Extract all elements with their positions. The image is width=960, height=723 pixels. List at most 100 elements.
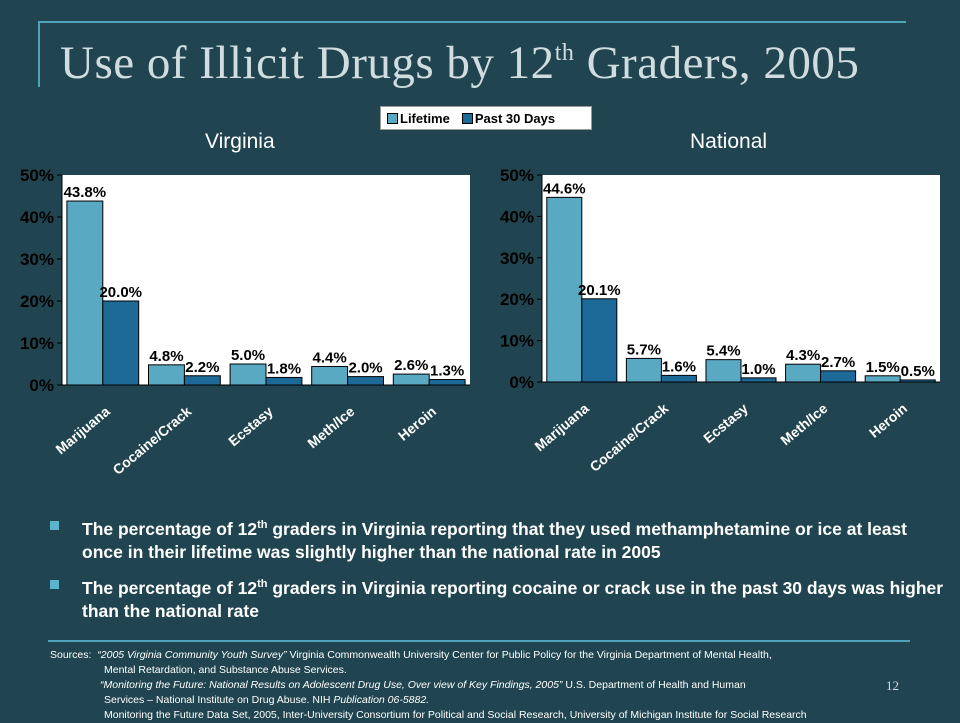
bar-past30	[265, 376, 303, 386]
sources-block: Sources: “2005 Virginia Community Youth …	[50, 648, 930, 723]
bar-past30	[660, 374, 697, 383]
bar-past30	[183, 375, 221, 386]
source-2-publication: Publication 06-5882.	[333, 694, 430, 706]
bullet-square-icon	[50, 579, 59, 589]
data-label: 2.6%	[394, 357, 428, 374]
bar-past30	[581, 298, 618, 383]
finding-text-sup: th	[257, 577, 268, 590]
data-label: 0.5%	[901, 363, 935, 380]
finding-item: The percentage of 12th graders in Virgin…	[50, 514, 950, 564]
source-2-cont: Services – National Institute on Drug Ab…	[104, 694, 334, 706]
data-label: 5.7%	[627, 341, 661, 358]
legend-item-lifetime: Lifetime	[387, 111, 450, 126]
bar-lifetime	[785, 363, 822, 383]
data-label: 20.1%	[578, 282, 621, 299]
bar-lifetime	[311, 366, 349, 386]
findings-list: The percentage of 12th graders in Virgin…	[50, 514, 950, 632]
legend-label-lifetime: Lifetime	[400, 110, 450, 126]
legend-swatch-lifetime	[387, 112, 398, 124]
y-tick-label: 10%	[20, 334, 54, 353]
legend-swatch-past30	[461, 112, 473, 124]
bar-lifetime	[66, 200, 104, 386]
page-number: 12	[886, 678, 899, 693]
data-label: 20.0%	[99, 284, 142, 301]
data-label: 4.3%	[786, 347, 820, 364]
legend-item-past30: Past 30 Days	[461, 111, 555, 126]
sources-rule	[48, 640, 910, 642]
bar-lifetime	[864, 375, 901, 383]
x-tick-label: Marijuana	[531, 400, 592, 454]
data-label: 2.2%	[185, 359, 219, 376]
source-1-title: “2005 Virginia Community Youth Survey”	[97, 649, 287, 661]
finding-text-post: graders in Virginia reporting that they …	[82, 518, 908, 562]
virginia-chart-title: Virginia	[205, 130, 275, 153]
chart-legend: Lifetime Past 30 Days	[380, 106, 592, 130]
data-label: 1.8%	[267, 360, 301, 377]
bar-lifetime	[392, 373, 430, 386]
bar-past30	[899, 379, 936, 383]
x-tick-label: Heroin	[866, 400, 910, 441]
x-tick-label: Cocaine/Crack	[110, 403, 195, 478]
x-tick-label: Meth/Ice	[777, 400, 830, 448]
y-tick-label: 20%	[500, 290, 534, 309]
x-tick-label: Cocaine/Crack	[587, 400, 672, 475]
data-label: 4.8%	[149, 348, 183, 365]
bar-past30	[820, 370, 857, 383]
data-label: 44.6%	[543, 180, 586, 197]
x-tick-label: Ecstasy	[700, 400, 751, 446]
bar-past30	[740, 377, 777, 383]
y-tick-label: 0%	[509, 373, 534, 392]
virginia-bar-chart: 0% 10% 20% 30% 40% 50% 43.8% 20.0% Marijuana 4.8%…	[20, 166, 470, 478]
y-tick-label: 50%	[500, 166, 534, 185]
data-label: 1.0%	[741, 361, 775, 378]
bar-lifetime	[625, 357, 662, 383]
source-line: Sources: “2005 Virginia Community Youth …	[50, 648, 930, 663]
y-tick-label: 40%	[500, 207, 534, 226]
source-line: Mental Retardation, and Substance Abuse …	[104, 664, 347, 676]
title-rule-left	[38, 21, 40, 87]
bar-past30	[428, 379, 466, 386]
bar-past30	[102, 300, 140, 386]
data-label: 5.4%	[706, 343, 740, 360]
y-tick-label: 50%	[20, 166, 54, 185]
x-tick-label: Ecstasy	[225, 403, 276, 449]
bar-lifetime	[705, 359, 742, 383]
sources-label: Sources:	[50, 649, 92, 661]
x-tick-label: Heroin	[395, 403, 439, 444]
data-label: 4.4%	[313, 350, 347, 367]
bullet-square-icon	[50, 521, 59, 530]
source-1-text: Virginia Commonwealth University Center …	[286, 649, 772, 661]
data-label: 1.3%	[430, 363, 464, 380]
y-tick-label: 20%	[20, 292, 54, 311]
title-sup: th	[554, 40, 575, 66]
finding-text-sup: th	[257, 519, 268, 531]
source-2-text: U.S. Department of Health and Human	[562, 679, 746, 691]
source-line: Monitoring the Future Data Set, 2005, In…	[104, 709, 807, 721]
data-label: 5.0%	[231, 347, 265, 364]
y-tick-label: 40%	[20, 208, 54, 227]
bar-past30	[347, 376, 385, 386]
national-chart-title: National	[690, 130, 768, 153]
bar-lifetime	[546, 196, 583, 383]
slide-title: Use of Illicit Drugs by 12th Graders, 20…	[60, 36, 859, 90]
bar-lifetime	[147, 364, 185, 386]
finding-text-pre: The percentage of 12	[82, 518, 258, 539]
y-tick-label: 30%	[500, 249, 534, 268]
y-tick-label: 0%	[29, 376, 54, 395]
x-tick-label: Meth/Ice	[304, 403, 357, 451]
data-label: 2.7%	[821, 354, 855, 371]
national-bar-chart: 0% 10% 20% 30% 40% 50% 44.6% 20.1% Marijuana 5.7%…	[500, 166, 940, 475]
finding-item: The percentage of 12th graders in Virgin…	[50, 573, 950, 623]
x-tick-label: Marijuana	[52, 403, 113, 457]
title-rest: Graders, 2005	[574, 37, 860, 89]
data-label: 1.5%	[866, 359, 900, 376]
source-2-title: “Monitoring the Future: National Results…	[100, 679, 563, 691]
data-label: 43.8%	[64, 184, 107, 201]
title-main: Use of Illicit Drugs by 12	[60, 37, 555, 89]
source-line: Services – National Institute on Drug Ab…	[50, 693, 930, 708]
bar-lifetime	[229, 363, 267, 386]
y-tick-label: 30%	[20, 250, 54, 269]
finding-text-post: graders in Virginia reporting cocaine or…	[82, 577, 944, 621]
source-line: “Monitoring the Future: National Results…	[50, 678, 930, 693]
y-tick-label: 10%	[500, 332, 534, 351]
